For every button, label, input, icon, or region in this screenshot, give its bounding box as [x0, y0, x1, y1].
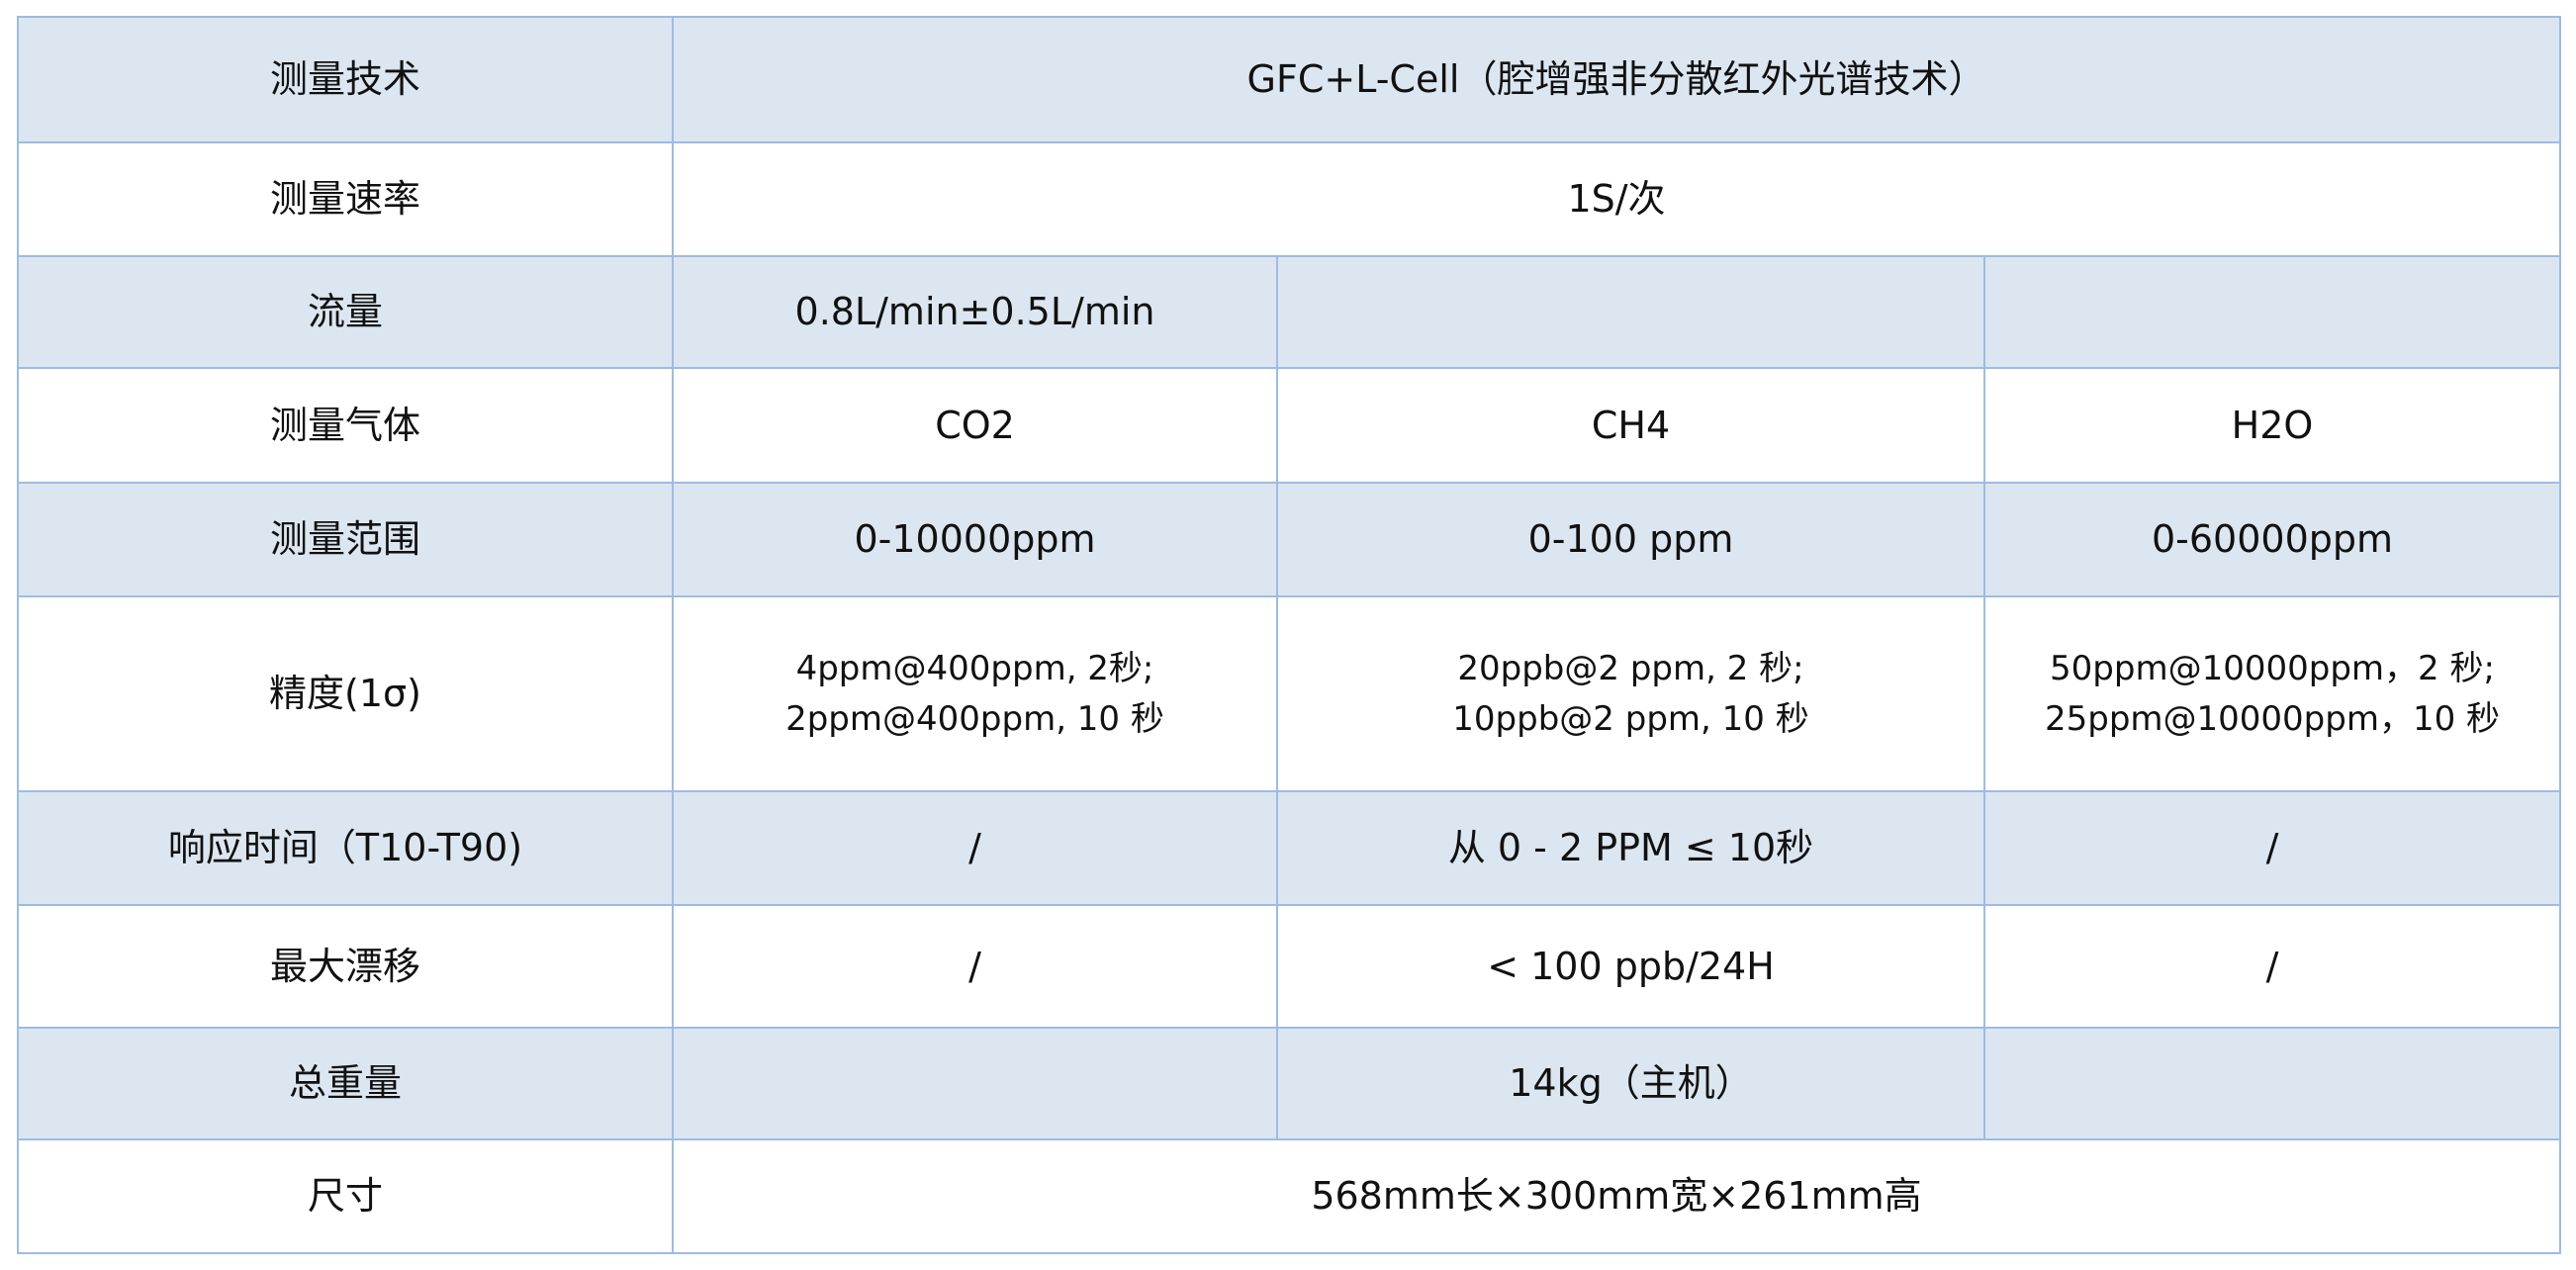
- cell-line: 50ppm@10000ppm，2 秒;: [2050, 648, 2495, 688]
- table-row: 尺寸 568mm长×300mm宽×261mm高: [17, 1138, 2561, 1254]
- cell: GFC+L-Cell（腔增强非分散红外光谱技术）: [672, 16, 2561, 143]
- table-row: 测量技术 GFC+L-Cell（腔增强非分散红外光谱技术）: [17, 16, 2561, 143]
- cell: /: [672, 790, 1278, 906]
- row-label: 测量速率: [17, 141, 674, 257]
- row-label: 测量气体: [17, 367, 674, 484]
- cell: 4ppm@400ppm, 2秒; 2ppm@400ppm, 10 秒: [672, 595, 1278, 792]
- row-label: 最大漂移: [17, 904, 674, 1029]
- table-row: 测量气体 CO2 CH4 H2O: [17, 367, 2561, 484]
- cell: 0.8L/min±0.5L/min: [672, 255, 1278, 369]
- row-label: 精度(1σ): [17, 595, 674, 792]
- cell: 0-60000ppm: [1983, 482, 2561, 597]
- row-label: 尺寸: [17, 1138, 674, 1254]
- table-row: 测量范围 0-10000ppm 0-100 ppm 0-60000ppm: [17, 482, 2561, 597]
- cell-line: 10ppb@2 ppm, 10 秒: [1452, 698, 1809, 739]
- cell: /: [1983, 790, 2561, 906]
- cell: [1276, 255, 1985, 369]
- row-label: 响应时间（T10-T90): [17, 790, 674, 906]
- cell: 14kg（主机）: [1276, 1027, 1985, 1140]
- cell: 从 0 - 2 PPM ≤ 10秒: [1276, 790, 1985, 906]
- cell: [672, 1027, 1278, 1140]
- table-row: 总重量 14kg（主机）: [17, 1027, 2561, 1140]
- cell: CO2: [672, 367, 1278, 484]
- cell: [1983, 255, 2561, 369]
- table-row: 最大漂移 / < 100 ppb/24H /: [17, 904, 2561, 1029]
- cell: 1S/次: [672, 141, 2561, 257]
- row-label: 测量范围: [17, 482, 674, 597]
- cell: 20ppb@2 ppm, 2 秒; 10ppb@2 ppm, 10 秒: [1276, 595, 1985, 792]
- spec-table: 测量技术 GFC+L-Cell（腔增强非分散红外光谱技术） 测量速率 1S/次 …: [17, 16, 2561, 1254]
- cell: H2O: [1983, 367, 2561, 484]
- cell: 568mm长×300mm宽×261mm高: [672, 1138, 2561, 1254]
- row-label: 流量: [17, 255, 674, 369]
- table-row: 精度(1σ) 4ppm@400ppm, 2秒; 2ppm@400ppm, 10 秒…: [17, 595, 2561, 792]
- cell-line: 2ppm@400ppm, 10 秒: [785, 698, 1164, 739]
- cell: 50ppm@10000ppm，2 秒; 25ppm@10000ppm，10 秒: [1983, 595, 2561, 792]
- table-row: 测量速率 1S/次: [17, 141, 2561, 257]
- row-label: 总重量: [17, 1027, 674, 1140]
- table-row: 流量 0.8L/min±0.5L/min: [17, 255, 2561, 369]
- cell-line: 20ppb@2 ppm, 2 秒;: [1457, 648, 1804, 688]
- cell-line: 4ppm@400ppm, 2秒;: [795, 648, 1154, 688]
- row-label: 测量技术: [17, 16, 674, 143]
- cell: /: [672, 904, 1278, 1029]
- cell: /: [1983, 904, 2561, 1029]
- cell: 0-100 ppm: [1276, 482, 1985, 597]
- cell-line: 25ppm@10000ppm，10 秒: [2044, 698, 2501, 739]
- cell: < 100 ppb/24H: [1276, 904, 1985, 1029]
- cell: CH4: [1276, 367, 1985, 484]
- table-row: 响应时间（T10-T90) / 从 0 - 2 PPM ≤ 10秒 /: [17, 790, 2561, 906]
- cell: [1983, 1027, 2561, 1140]
- cell: 0-10000ppm: [672, 482, 1278, 597]
